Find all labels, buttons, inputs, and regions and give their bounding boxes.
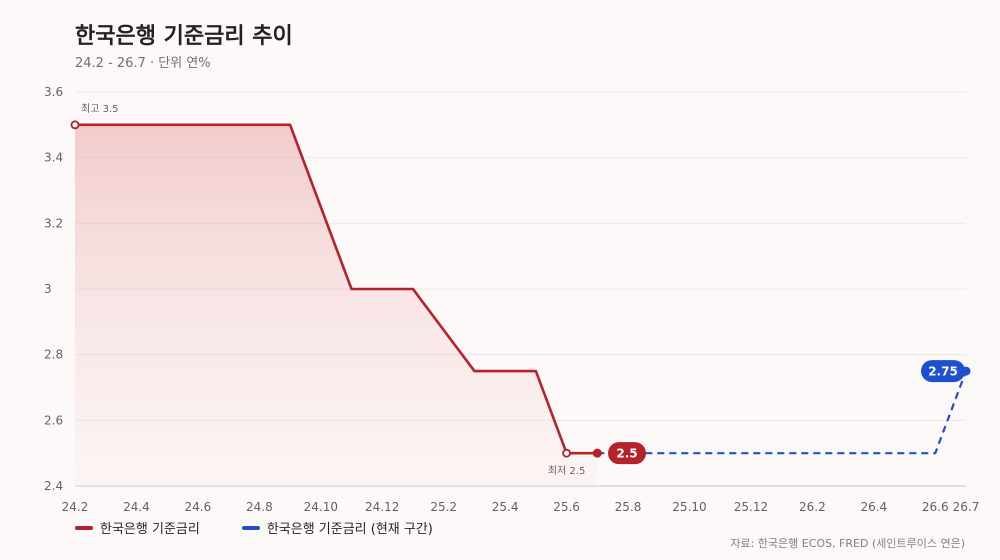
series-rate-end-pill [608,442,646,465]
y-tick-label: 3.6 [44,85,63,99]
legend-item-rate: 한국은행 기준금리 [75,518,200,537]
line-layer [75,123,968,455]
series-line-rate [75,123,598,455]
series-area-rate [75,124,598,486]
legend: 한국은행 기준금리 한국은행 기준금리 (현재 구간) [75,518,433,537]
series-current-end-pill [921,360,965,383]
y-tick-label: 3.2 [44,216,63,230]
x-tick-label: 25.8 [615,500,642,514]
y-tick-label: 3 [44,282,52,296]
x-tick-label: 26.7 [953,500,980,514]
series-current-end-dot [961,366,971,376]
x-tick-label: 25.2 [430,500,457,514]
y-tick-label: 2.6 [44,413,63,427]
chart-subtitle: 24.2 - 26.7 · 단위 연% [75,56,211,71]
legend-item-current: 한국은행 기준금리 (현재 구간) [241,518,433,537]
x-tick-label: 26.6 [922,500,949,514]
x-tick-label: 24.4 [123,500,150,514]
source-note: 자료: 한국은행 ECOS, FRED (세인트루이스 연은) [730,537,965,550]
y-tick-label: 3.4 [44,151,63,165]
x-tick-label: 25.6 [553,500,580,514]
legend-label-current: 한국은행 기준금리 (현재 구간) [266,522,433,537]
x-tick-label: 25.4 [492,500,519,514]
x-tick-label: 24.6 [185,500,212,514]
series-line-current [597,370,968,455]
x-tick-label: 26.4 [860,500,887,514]
series-current-end-label: 2.75 [928,365,958,379]
chart-title: 한국은행 기준금리 추이 [75,24,293,49]
min-point-marker [562,448,571,458]
y-tick-label: 2.8 [44,348,63,362]
y-tick-label: 2.4 [44,479,63,493]
x-tick-label: 24.12 [365,500,399,514]
x-tick-label: 25.10 [672,500,706,514]
x-tick-label: 24.10 [304,500,338,514]
area-layer [75,124,598,486]
x-tick-label: 25.12 [734,500,768,514]
x-tick-label: 26.2 [799,500,826,514]
min-annotation: 최저 2.5 [548,465,585,477]
x-tick-label: 24.8 [246,500,273,514]
max-point-marker [70,120,80,130]
max-annotation: 최고 3.5 [81,103,118,115]
x-tick-label: 24.2 [62,500,89,514]
legend-swatch-rate [75,525,93,530]
legend-swatch-current [241,525,260,530]
series-rate-end-dot [592,448,602,458]
legend-label-rate: 한국은행 기준금리 [100,522,200,537]
label-layer: 최고 3.5 최저 2.5 2.5 2.75 [70,103,971,477]
series-rate-end-label: 2.5 [616,447,637,461]
